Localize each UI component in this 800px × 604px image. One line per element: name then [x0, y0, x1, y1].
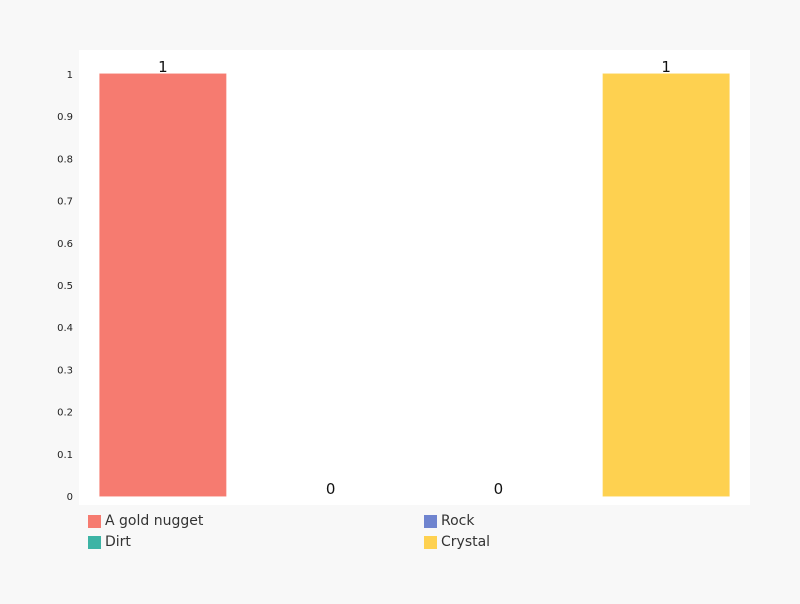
y-tick-label: 0: [67, 492, 73, 503]
legend-swatch: [424, 514, 437, 528]
legend-item[interactable]: A gold nugget: [88, 513, 424, 529]
data-labels: 1 0 0 1: [158, 58, 671, 498]
bar-value-label: 0: [494, 480, 504, 498]
legend-swatch: [424, 535, 437, 549]
legend-label: A gold nugget: [105, 513, 204, 529]
bar-series: [99, 73, 730, 497]
legend-label: Crystal: [441, 534, 491, 550]
legend-label: Dirt: [105, 534, 131, 550]
bar-value-label: 1: [158, 58, 168, 76]
legend-item[interactable]: Rock: [424, 513, 760, 529]
y-tick-label: 0.4: [57, 323, 73, 334]
y-tick-label: 0.5: [57, 281, 73, 292]
legend-swatch: [88, 514, 101, 528]
legend-label: Rock: [441, 513, 475, 529]
bar-crystal: [602, 73, 730, 497]
y-tick-label: 1: [67, 70, 73, 81]
y-tick-label: 0.9: [57, 112, 73, 123]
legend-swatch: [88, 535, 101, 549]
legend-item[interactable]: Dirt: [88, 534, 424, 550]
bar-a-gold-nugget: [99, 73, 227, 497]
legend-item[interactable]: Crystal: [424, 534, 760, 550]
y-axis: 0 0.1 0.2 0.3 0.4 0.5 0.6 0.7 0.8 0.9 1: [57, 70, 73, 503]
bar-value-label: 1: [661, 58, 671, 76]
bar-value-label: 0: [326, 480, 336, 498]
y-tick-label: 0.1: [57, 450, 73, 461]
y-tick-label: 0.3: [57, 365, 73, 376]
y-tick-label: 0.8: [57, 154, 73, 165]
y-tick-label: 0.2: [57, 408, 73, 419]
y-tick-label: 0.6: [57, 239, 73, 250]
y-tick-label: 0.7: [57, 197, 73, 208]
legend: A gold nugget Rock Dirt Crystal: [88, 513, 768, 550]
